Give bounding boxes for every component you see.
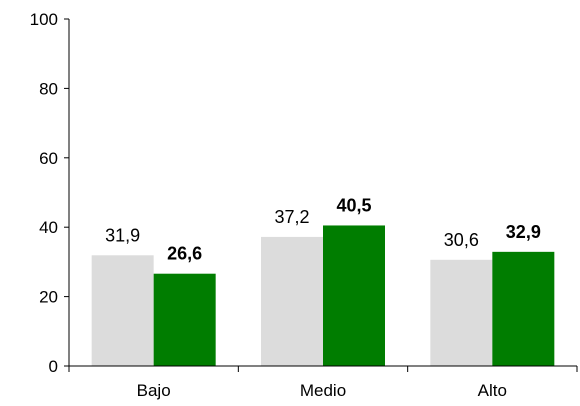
bar-alto-series-2 bbox=[492, 251, 555, 366]
y-tick-label-80: 80 bbox=[39, 79, 58, 98]
category-label-bajo: Bajo bbox=[137, 381, 171, 400]
bar-bajo-series-1 bbox=[91, 255, 154, 366]
data-label-bajo-series-2: 26,6 bbox=[167, 244, 202, 264]
data-label-bajo-series-1: 31,9 bbox=[105, 225, 140, 245]
axes-layer bbox=[64, 18, 578, 372]
y-tick-label-100: 100 bbox=[30, 10, 58, 29]
data-label-medio-series-1: 37,2 bbox=[274, 207, 309, 227]
y-tick-label-20: 20 bbox=[39, 288, 58, 307]
bar-bajo-series-2 bbox=[153, 273, 216, 366]
y-tick-label-40: 40 bbox=[39, 218, 58, 237]
category-label-medio: Medio bbox=[300, 381, 346, 400]
bar-medio-series-2 bbox=[323, 225, 385, 366]
data-label-alto-series-1: 30,6 bbox=[444, 230, 479, 250]
bars-layer bbox=[91, 225, 555, 366]
data-label-alto-series-2: 32,9 bbox=[506, 222, 541, 242]
bar-alto-series-1 bbox=[430, 259, 493, 366]
data-label-medio-series-2: 40,5 bbox=[336, 195, 371, 215]
y-tick-label-60: 60 bbox=[39, 149, 58, 168]
y-tick-label-0: 0 bbox=[49, 357, 58, 376]
category-label-alto: Alto bbox=[478, 381, 507, 400]
labels-layer: 31,9 26,6 Bajo 37,2 40,5 Medio 30,6 32,9 Alto 0 20… bbox=[30, 10, 541, 400]
bar-medio-series-1 bbox=[261, 236, 323, 366]
